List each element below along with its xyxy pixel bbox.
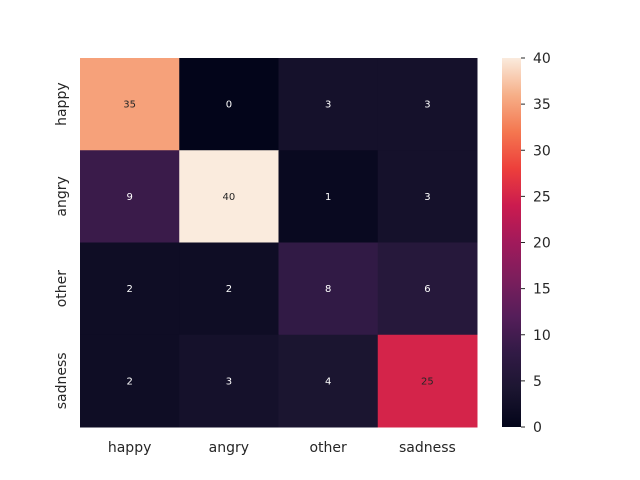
cell-value-label: 1 [325,192,331,203]
x-tick-label: sadness [399,440,456,456]
colorbar-tick-label: 20 [533,236,551,252]
heatmap-cell-happy-angry [179,58,279,151]
colorbar-tick-label: 35 [533,97,551,113]
cell-value-label: 2 [126,284,132,295]
y-axis: happy angry other sadness [54,82,70,409]
heatmap-cell-angry-angry [179,150,279,243]
y-tick-label: other [54,270,70,308]
cell-value-label: 3 [424,192,430,203]
colorbar-tick-label: 15 [533,282,551,298]
y-tick-label: happy [54,82,70,126]
colorbar-tick-label: 10 [533,328,551,344]
heatmap-cell-other-sadness [377,242,478,336]
x-tick-label: angry [209,440,249,456]
heatmap-cell-other-other [278,242,379,336]
heatmap-cell-angry-happy [80,150,180,243]
colorbar: 0 5 10 15 20 25 30 35 40 [502,51,551,436]
x-tick-label: happy [108,440,152,456]
cell-value-label: 35 [123,100,136,111]
heatmap-cell-happy-happy [80,58,180,151]
cell-value-label: 25 [421,376,434,387]
colorbar-gradient [502,58,521,427]
colorbar-tick-label: 5 [533,374,542,390]
heatmap-cell-angry-other [278,150,379,243]
heatmap-cell-sadness-sadness [377,334,478,428]
heatmap-cell-happy-other [278,58,379,151]
colorbar-tick-label: 25 [533,189,551,205]
cell-value-label: 3 [325,100,331,111]
cell-value-label: 2 [226,284,232,295]
cell-value-label: 2 [126,376,132,387]
cell-value-label: 9 [126,192,132,203]
colorbar-tick-label: 0 [533,420,542,436]
heatmap-cell-other-angry [179,242,279,336]
heatmap-cell-sadness-other [278,334,379,428]
heatmap-cell-angry-sadness [377,150,478,243]
cell-value-label: 40 [223,192,236,203]
cell-value-label: 4 [325,376,331,387]
cell-value-label: 6 [424,284,430,295]
colorbar-tick-label: 40 [533,51,551,67]
colorbar-tick-label: 30 [533,143,551,159]
heatmap-cells [80,58,478,428]
x-axis: happy angry other sadness [108,440,456,456]
cell-value-label: 3 [424,100,430,111]
x-tick-label: other [309,440,347,456]
cell-value-label: 0 [226,100,232,111]
y-tick-label: sadness [54,352,70,409]
y-tick-label: angry [54,176,70,216]
heatmap-cell-other-happy [80,242,180,336]
heatmap-cell-sadness-angry [179,334,279,428]
cell-value-label: 3 [226,376,232,387]
heatmap-cell-labels: 35 0 3 3 9 40 1 3 2 2 8 6 2 3 4 25 [123,100,433,388]
heatmap-cell-sadness-happy [80,334,180,428]
heatmap-cell-happy-sadness [377,58,478,151]
cell-value-label: 8 [325,284,331,295]
